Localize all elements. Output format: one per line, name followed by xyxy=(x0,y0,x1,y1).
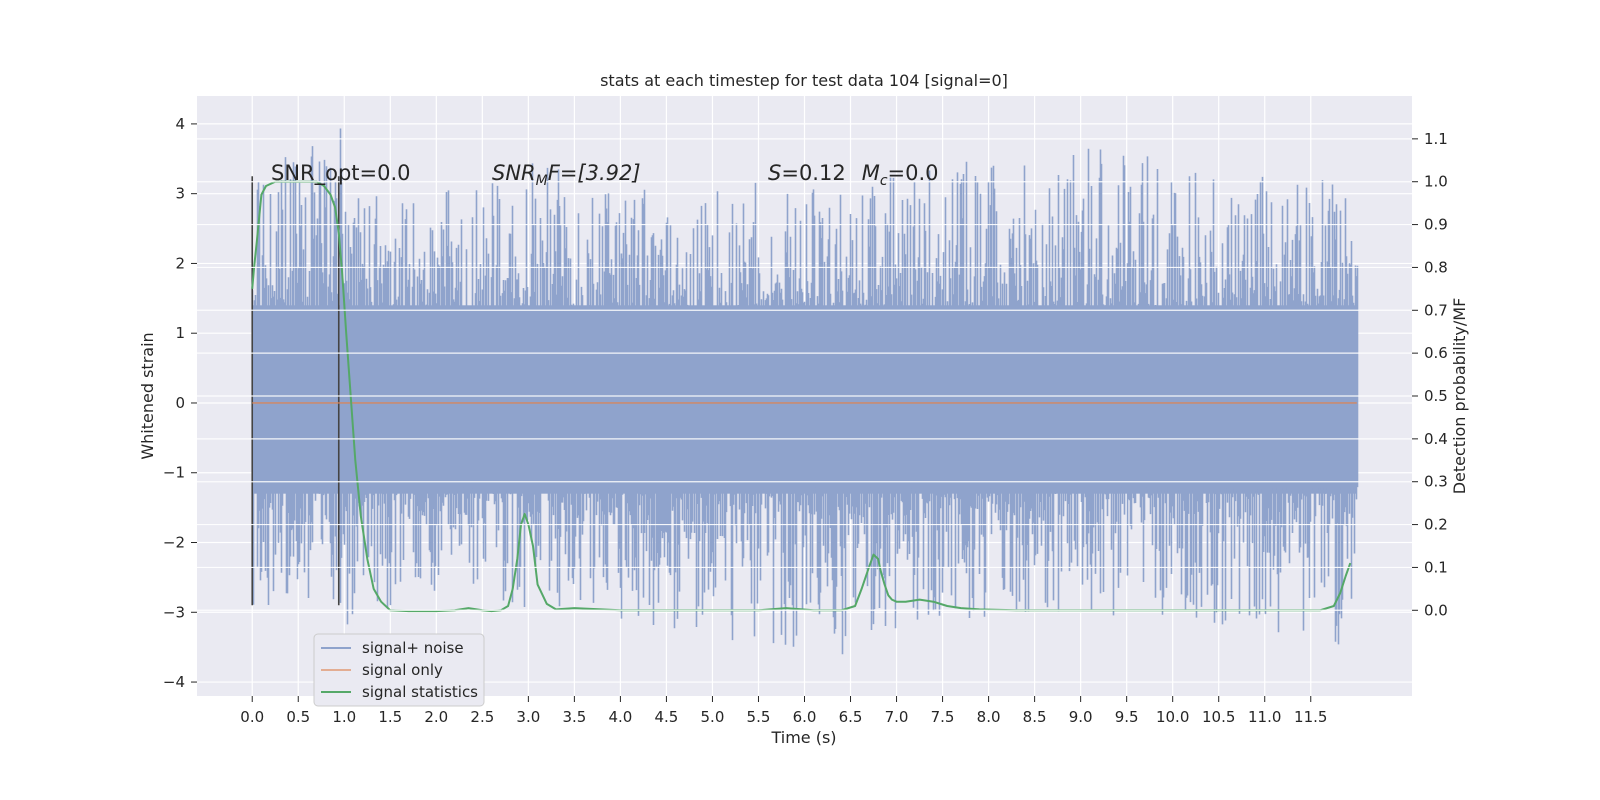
y2-tick-label: 0.8 xyxy=(1424,258,1448,276)
legend-box xyxy=(313,633,485,707)
x-tick-label: 6.0 xyxy=(793,708,817,726)
y2-tick-label: 0.1 xyxy=(1424,558,1448,576)
legend-label-signal: signal only xyxy=(362,661,443,679)
y-tick-label: 2 xyxy=(175,254,185,272)
grid-overlay xyxy=(197,138,1412,611)
y-tick-label: 3 xyxy=(175,185,185,203)
y2-tick-label: 0.7 xyxy=(1424,301,1448,319)
x-tick-label: 9.5 xyxy=(1115,708,1139,726)
x-tick-label: 6.5 xyxy=(839,708,863,726)
x-tick-label: 4.0 xyxy=(608,708,632,726)
annotation-mc-main: M xyxy=(862,161,880,185)
x-tick-label: 8.5 xyxy=(1023,708,1047,726)
annotation-snr-mf-tail: F=[3.92] xyxy=(548,161,641,185)
y-tick-label: 0 xyxy=(175,394,185,412)
series-lines xyxy=(251,180,1357,613)
x-tick-label: 10.0 xyxy=(1156,708,1189,726)
x-tick-label: 5.5 xyxy=(747,708,771,726)
x-tick-label: 2.0 xyxy=(424,708,448,726)
annotation-s-mc: S=0.12 Mc=0.0 xyxy=(768,161,939,189)
x-tick-label: 11.0 xyxy=(1248,708,1281,726)
x-tick-label: 1.0 xyxy=(332,708,356,726)
legend: signal+ noise signal only signal statist… xyxy=(313,633,485,707)
y-tick-label: 1 xyxy=(175,324,185,342)
y2-tick-label: 1.0 xyxy=(1424,173,1448,191)
x-tick-label: 3.5 xyxy=(562,708,586,726)
y-tick-label: −2 xyxy=(163,534,185,552)
x-axis-label: Time (s) xyxy=(770,728,836,747)
y2-tick-label: 0.9 xyxy=(1424,216,1448,234)
signal-noise-series xyxy=(251,128,1359,655)
x-tick-label: 9.0 xyxy=(1069,708,1093,726)
y2-tick-label: 1.1 xyxy=(1424,130,1448,148)
annotation-snr-mf-sub: M xyxy=(536,173,548,189)
x-tick-label: 4.5 xyxy=(655,708,679,726)
y-axis-label: Whitened strain xyxy=(138,332,157,459)
chart-title: stats at each timestep for test data 104… xyxy=(600,71,1008,90)
annotation-s-tail: =0.12 xyxy=(781,161,845,185)
y2-tick-label: 0.2 xyxy=(1424,516,1448,534)
y2-axis-label: Detection probability/MF xyxy=(1450,298,1469,495)
x-tick-label: 7.0 xyxy=(885,708,909,726)
y-tick-label: −3 xyxy=(163,603,185,621)
legend-label-stats: signal statistics xyxy=(362,683,478,701)
y2-tick-label: 0.5 xyxy=(1424,387,1448,405)
annotation-mc-sub: c xyxy=(880,173,888,189)
x-tick-label: 3.0 xyxy=(516,708,540,726)
x-tick-label: 2.5 xyxy=(470,708,494,726)
axis-ticks: 0.0 0.5 1.0 1.5 2.0 2.5 3.0 3.5 4.0 4.5 5.0 5.5 6.0 6… xyxy=(163,115,1448,726)
y-tick-label: −1 xyxy=(163,464,185,482)
x-tick-label: 11.5 xyxy=(1294,708,1327,726)
y2-tick-label: 0.4 xyxy=(1424,430,1448,448)
x-tick-label: 5.0 xyxy=(701,708,725,726)
y2-tick-label: 0.6 xyxy=(1424,344,1448,362)
y-tick-label: −4 xyxy=(163,673,185,691)
x-tick-label: 10.5 xyxy=(1202,708,1235,726)
y2-tick-label: 0.3 xyxy=(1424,473,1448,491)
annotation-mc-tail: =0.0 xyxy=(888,161,939,185)
x-tick-label: 0.0 xyxy=(240,708,264,726)
legend-label-noise: signal+ noise xyxy=(362,639,464,657)
y2-tick-label: 0.0 xyxy=(1424,601,1448,619)
annotation-snr-mf: SNRMF=[3.92] xyxy=(492,161,641,189)
annotation-snr-mf-main: SNR xyxy=(492,161,536,185)
signal-statistics-line xyxy=(251,180,1352,613)
annotation-s-main: S xyxy=(768,161,781,185)
vertical-markers xyxy=(251,176,340,606)
annotation-snr-opt: SNR_opt=0.0 xyxy=(271,161,411,186)
x-tick-label: 7.5 xyxy=(931,708,955,726)
x-tick-label: 8.0 xyxy=(977,708,1001,726)
x-tick-label: 0.5 xyxy=(286,708,310,726)
y-tick-label: 4 xyxy=(175,115,185,133)
x-tick-label: 1.5 xyxy=(378,708,402,726)
